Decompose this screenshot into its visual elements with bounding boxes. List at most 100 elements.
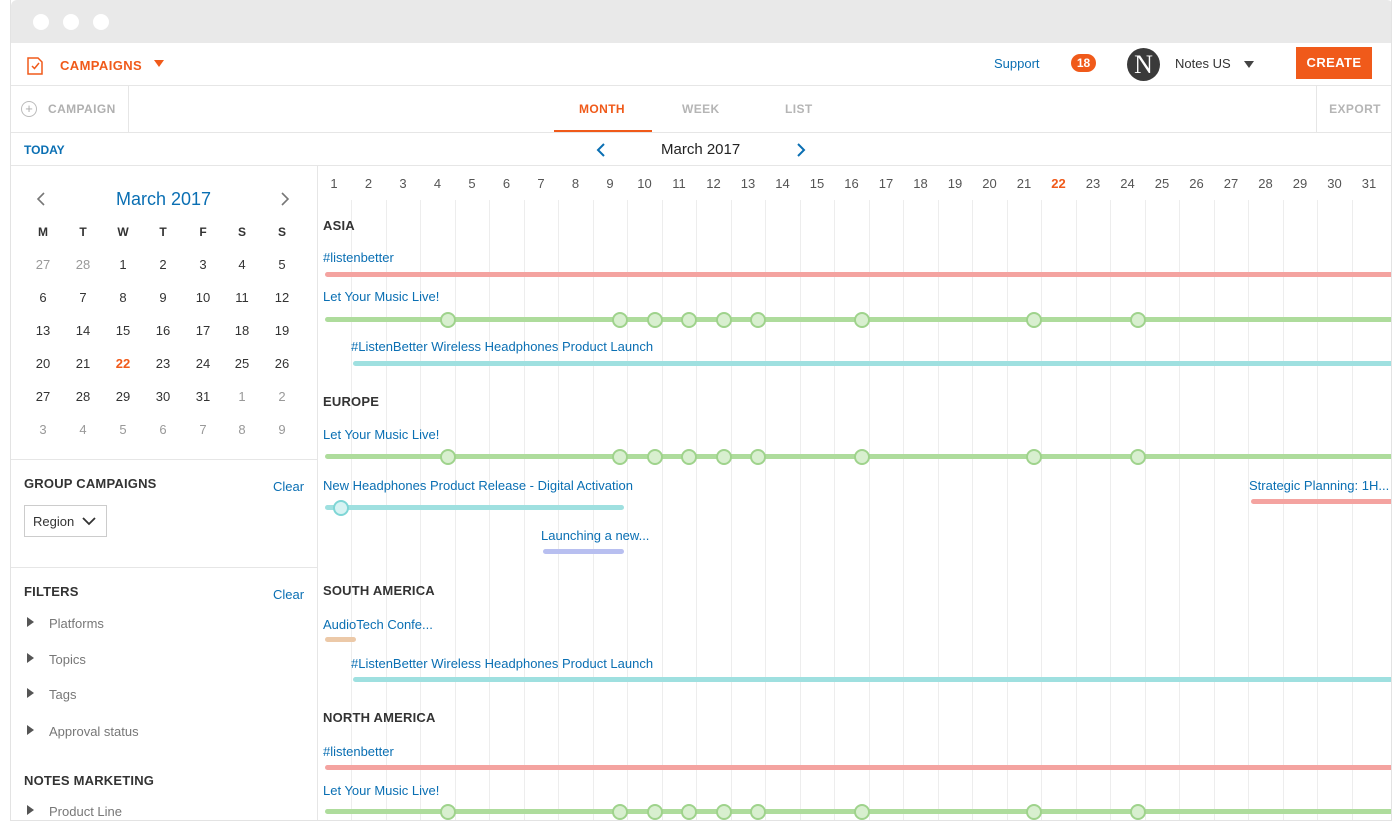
mini-calendar-day[interactable]: 23 xyxy=(155,356,171,371)
campaign-label[interactable]: New Headphones Product Release - Digital… xyxy=(323,478,634,493)
mini-calendar-day[interactable]: 9 xyxy=(278,422,286,437)
mini-calendar-day[interactable]: 8 xyxy=(238,422,246,437)
campaign-milestone-marker[interactable] xyxy=(716,449,732,465)
campaign-bar[interactable] xyxy=(543,549,624,554)
mini-calendar-day[interactable]: 1 xyxy=(238,389,246,404)
account-name[interactable]: Notes US xyxy=(1175,56,1231,71)
campaign-milestone-marker[interactable] xyxy=(647,449,663,465)
expand-triangle-icon[interactable] xyxy=(27,617,34,627)
tab-month[interactable]: MONTH xyxy=(579,102,625,116)
campaign-label[interactable]: Launching a new... xyxy=(541,528,650,543)
campaign-milestone-marker[interactable] xyxy=(854,804,870,820)
mini-calendar-day[interactable]: 2 xyxy=(159,257,167,272)
mini-calendar-next-icon[interactable] xyxy=(279,191,291,207)
campaign-bar[interactable] xyxy=(325,272,1391,277)
campaign-milestone-marker[interactable] xyxy=(716,312,732,328)
section-dropdown-icon[interactable] xyxy=(154,60,164,67)
filters-clear-link[interactable]: Clear xyxy=(273,587,305,602)
mini-calendar-day[interactable]: 7 xyxy=(199,422,207,437)
mini-calendar-day[interactable]: 24 xyxy=(195,356,211,371)
mini-calendar-day[interactable]: 2 xyxy=(278,389,286,404)
campaign-milestone-marker[interactable] xyxy=(647,804,663,820)
notification-badge[interactable]: 18 xyxy=(1071,54,1096,72)
campaign-bar[interactable] xyxy=(353,361,1391,366)
mini-calendar-day[interactable]: 5 xyxy=(119,422,127,437)
mini-calendar-day[interactable]: 6 xyxy=(39,290,47,305)
window-close-dot[interactable] xyxy=(33,14,49,30)
mini-calendar-day[interactable]: 31 xyxy=(195,389,211,404)
campaign-milestone-marker[interactable] xyxy=(716,804,732,820)
campaign-milestone-marker[interactable] xyxy=(1026,312,1042,328)
campaign-label[interactable]: Let Your Music Live! xyxy=(323,783,440,798)
campaign-milestone-marker[interactable] xyxy=(681,312,697,328)
today-button[interactable]: TODAY xyxy=(24,143,65,157)
mini-calendar-day[interactable]: 7 xyxy=(79,290,87,305)
group-clear-link[interactable]: Clear xyxy=(273,479,305,494)
window-maximize-dot[interactable] xyxy=(93,14,109,30)
campaign-label[interactable]: Let Your Music Live! xyxy=(323,427,440,442)
campaign-milestone-marker[interactable] xyxy=(854,449,870,465)
campaign-bar[interactable] xyxy=(1251,499,1391,504)
campaign-label[interactable]: #ListenBetter Wireless Headphones Produc… xyxy=(351,656,654,671)
mini-calendar-day[interactable]: 15 xyxy=(115,323,131,338)
group-by-select[interactable]: Region xyxy=(24,505,107,537)
mini-calendar-day[interactable]: 13 xyxy=(35,323,51,338)
mini-calendar-day[interactable]: 3 xyxy=(39,422,47,437)
mini-calendar-prev-icon[interactable] xyxy=(35,191,47,207)
export-button[interactable]: EXPORT xyxy=(1316,86,1391,132)
campaign-milestone-marker[interactable] xyxy=(612,312,628,328)
campaign-label[interactable]: AudioTech Confe... xyxy=(323,617,433,632)
campaign-milestone-marker[interactable] xyxy=(1130,449,1146,465)
mini-calendar-day[interactable]: 5 xyxy=(278,257,286,272)
filter-product-line[interactable]: Product Line xyxy=(49,804,122,819)
add-campaign-button[interactable]: + CAMPAIGN xyxy=(11,86,129,132)
campaign-milestone-marker[interactable] xyxy=(1130,312,1146,328)
mini-calendar-day[interactable]: 9 xyxy=(159,290,167,305)
mini-calendar-day[interactable]: 17 xyxy=(195,323,211,338)
mini-calendar-day[interactable]: 14 xyxy=(75,323,91,338)
mini-calendar-day[interactable]: 4 xyxy=(79,422,87,437)
campaign-milestone-marker[interactable] xyxy=(1026,804,1042,820)
campaign-milestone-marker[interactable] xyxy=(440,449,456,465)
campaign-milestone-marker[interactable] xyxy=(1026,449,1042,465)
mini-calendar-day[interactable]: 20 xyxy=(35,356,51,371)
mini-calendar-day[interactable]: 6 xyxy=(159,422,167,437)
campaign-milestone-marker[interactable] xyxy=(612,449,628,465)
mini-calendar-day[interactable]: 30 xyxy=(155,389,171,404)
mini-calendar-day[interactable]: 4 xyxy=(238,257,246,272)
mini-calendar-day[interactable]: 8 xyxy=(119,290,127,305)
avatar[interactable]: N xyxy=(1127,48,1160,81)
campaign-bar[interactable] xyxy=(353,677,1391,682)
campaign-milestone-marker[interactable] xyxy=(681,804,697,820)
expand-triangle-icon[interactable] xyxy=(27,653,34,663)
campaign-milestone-marker[interactable] xyxy=(612,804,628,820)
expand-triangle-icon[interactable] xyxy=(27,805,34,815)
campaign-bar[interactable] xyxy=(325,765,1391,770)
mini-calendar-day[interactable]: 27 xyxy=(35,257,51,272)
tab-list[interactable]: LIST xyxy=(785,102,813,116)
section-title[interactable]: CAMPAIGNS xyxy=(60,58,143,73)
campaign-bar[interactable] xyxy=(325,637,356,642)
campaign-milestone-marker[interactable] xyxy=(750,804,766,820)
campaign-label[interactable]: #listenbetter xyxy=(323,250,394,265)
mini-calendar-day[interactable]: 10 xyxy=(195,290,211,305)
account-dropdown-icon[interactable] xyxy=(1244,61,1254,68)
mini-calendar-day[interactable]: 11 xyxy=(235,290,249,305)
campaign-label[interactable]: Strategic Planning: 1H... xyxy=(1249,478,1390,493)
mini-calendar-day[interactable]: 21 xyxy=(75,356,91,371)
tab-week[interactable]: WEEK xyxy=(682,102,720,116)
mini-calendar-day[interactable]: 28 xyxy=(75,257,91,272)
filter-topics[interactable]: Topics xyxy=(49,652,86,667)
mini-calendar-day[interactable]: 28 xyxy=(75,389,91,404)
next-month-icon[interactable] xyxy=(795,142,807,158)
campaign-milestone-marker[interactable] xyxy=(854,312,870,328)
filter-platforms[interactable]: Platforms xyxy=(49,616,104,631)
expand-triangle-icon[interactable] xyxy=(27,725,34,735)
create-button[interactable]: CREATE xyxy=(1296,47,1372,79)
campaign-milestone-marker[interactable] xyxy=(440,312,456,328)
mini-calendar-day[interactable]: 3 xyxy=(199,257,207,272)
mini-calendar-day[interactable]: 12 xyxy=(274,290,290,305)
mini-calendar-day[interactable]: 1 xyxy=(119,257,127,272)
mini-calendar-day[interactable]: 19 xyxy=(274,323,290,338)
filter-approval-status[interactable]: Approval status xyxy=(49,724,139,739)
